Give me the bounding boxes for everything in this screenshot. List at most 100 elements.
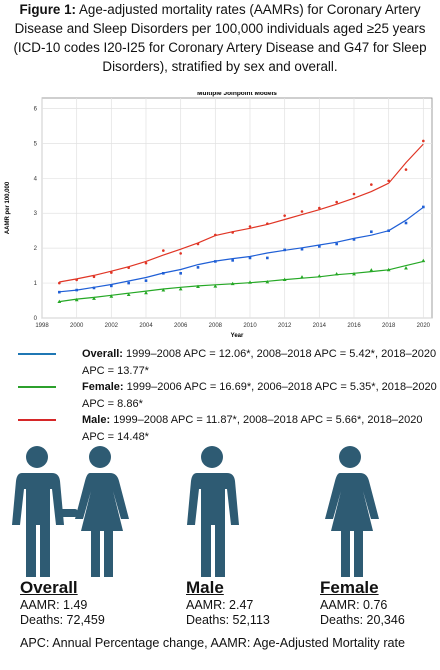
legend-item-female: Female: 1999–2006 APC = 16.69*, 2006–201… bbox=[18, 379, 438, 412]
data-point-overall bbox=[266, 256, 269, 260]
data-point-male bbox=[58, 281, 61, 285]
x-tick-label: 1998 bbox=[35, 323, 49, 329]
x-tick-label: 2010 bbox=[243, 323, 257, 329]
legend-item-male: Male: 1999–2008 APC = 11.87*, 2008–2018 … bbox=[18, 412, 438, 445]
x-tick-label: 2016 bbox=[347, 323, 361, 329]
series-line-female bbox=[59, 260, 424, 303]
data-point-female bbox=[230, 281, 235, 286]
data-point-male bbox=[387, 179, 390, 183]
data-point-female bbox=[300, 275, 304, 279]
data-point-overall bbox=[162, 272, 165, 275]
x-tick-label: 2006 bbox=[174, 323, 188, 329]
data-point-male bbox=[110, 271, 113, 274]
data-point-overall bbox=[248, 256, 252, 260]
data-point-female bbox=[109, 294, 114, 298]
female-aamr: AAMR: 0.76 bbox=[320, 598, 388, 612]
overall-aamr: AAMR: 1.49 bbox=[20, 598, 88, 612]
male-stats: Male AAMR: 2.47 Deaths: 52,113 bbox=[186, 578, 270, 627]
male-title: Male bbox=[186, 578, 224, 597]
data-point-female bbox=[161, 288, 166, 292]
chart-title: Multiple Joinpoint Models bbox=[197, 92, 277, 97]
data-point-male bbox=[248, 225, 252, 228]
y-tick-label: 3 bbox=[34, 211, 38, 217]
data-point-overall bbox=[75, 288, 78, 292]
data-point-male bbox=[75, 278, 78, 282]
legend-text-female: 1999–2006 APC = 16.69*, 2006–2018 APC = … bbox=[82, 381, 437, 410]
x-tick-label: 2008 bbox=[209, 323, 223, 329]
data-point-overall bbox=[318, 245, 321, 248]
y-tick-label: 2 bbox=[34, 246, 38, 252]
data-point-overall bbox=[196, 266, 200, 269]
people-icons bbox=[0, 445, 440, 595]
male-deaths: Deaths: 52,113 bbox=[186, 612, 270, 627]
caption-label: Figure 1: bbox=[19, 2, 76, 17]
data-point-female bbox=[282, 277, 287, 281]
data-point-overall bbox=[422, 205, 425, 209]
data-point-female bbox=[317, 274, 322, 278]
data-point-overall bbox=[352, 238, 356, 241]
data-point-male bbox=[335, 200, 338, 204]
data-point-male bbox=[214, 233, 217, 237]
x-tick-label: 2000 bbox=[70, 323, 84, 329]
y-axis-label: AAMR per 100,000 bbox=[5, 181, 11, 234]
male-icon bbox=[187, 446, 239, 577]
legend-swatch-female bbox=[18, 386, 56, 388]
x-axis-label: Year bbox=[231, 333, 244, 338]
legend-name-male: Male: bbox=[82, 414, 111, 426]
x-tick-label: 2018 bbox=[382, 323, 396, 329]
legend-swatch-overall bbox=[18, 353, 56, 355]
x-tick-label: 2014 bbox=[313, 323, 327, 329]
legend-text-overall: 1999–2008 APC = 12.06*, 2008–2018 APC = … bbox=[82, 348, 437, 377]
data-point-male bbox=[300, 210, 304, 213]
data-point-male bbox=[231, 231, 234, 234]
overall-title: Overall bbox=[20, 578, 78, 597]
data-point-male bbox=[404, 168, 408, 171]
couple-icon bbox=[12, 446, 129, 577]
overall-deaths: Deaths: 72,459 bbox=[20, 612, 105, 627]
data-point-female bbox=[404, 266, 408, 270]
data-point-overall bbox=[214, 260, 217, 263]
legend-name-female: Female: bbox=[82, 381, 124, 393]
data-point-male bbox=[162, 249, 165, 252]
joinpoint-chart: Multiple Joinpoint Models 0 1 2 3 4 5 6 1998 2000… bbox=[5, 92, 433, 338]
data-point-female bbox=[57, 299, 62, 303]
female-title: Female bbox=[320, 578, 379, 597]
legend-item-overall: Overall: 1999–2008 APC = 12.06*, 2008–20… bbox=[18, 346, 438, 379]
data-point-male bbox=[266, 222, 269, 226]
data-point-female bbox=[196, 284, 200, 288]
data-point-female bbox=[265, 280, 270, 284]
data-point-female bbox=[178, 287, 183, 291]
x-tick-label: 2002 bbox=[105, 323, 119, 329]
data-point-female bbox=[126, 292, 131, 297]
data-point-overall bbox=[387, 229, 390, 232]
caption-text: Age-adjusted mortality rates (AAMRs) for… bbox=[13, 2, 427, 74]
x-tick-label: 2012 bbox=[278, 323, 292, 329]
female-deaths: Deaths: 20,346 bbox=[320, 612, 405, 627]
female-icon bbox=[325, 446, 379, 577]
data-point-male bbox=[283, 214, 286, 217]
data-point-female bbox=[421, 258, 426, 263]
y-tick-label: 5 bbox=[34, 141, 38, 147]
data-point-male bbox=[144, 261, 148, 265]
data-point-male bbox=[127, 266, 130, 270]
series-line-male bbox=[59, 143, 424, 283]
data-point-male bbox=[318, 206, 321, 210]
legend-name-overall: Overall: bbox=[82, 348, 123, 360]
data-point-female bbox=[352, 272, 356, 276]
data-point-overall bbox=[283, 248, 286, 252]
data-point-overall bbox=[58, 290, 61, 294]
data-point-overall bbox=[370, 230, 373, 234]
data-point-overall bbox=[144, 279, 148, 282]
data-point-female bbox=[334, 272, 339, 276]
x-tick-label: 2020 bbox=[417, 323, 431, 329]
data-point-male bbox=[92, 275, 96, 279]
data-point-male bbox=[422, 139, 425, 143]
data-point-overall bbox=[231, 259, 234, 262]
data-point-overall bbox=[110, 284, 113, 288]
data-point-male bbox=[179, 252, 182, 255]
data-point-female bbox=[92, 296, 96, 300]
chart-legend: Overall: 1999–2008 APC = 12.06*, 2008–20… bbox=[18, 346, 438, 445]
x-tick-label: 2004 bbox=[139, 323, 153, 329]
series-line-overall bbox=[59, 206, 424, 293]
data-point-overall bbox=[92, 286, 96, 290]
